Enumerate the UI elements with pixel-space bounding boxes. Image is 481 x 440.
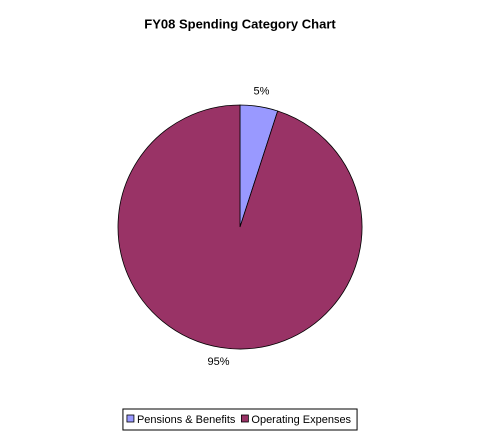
- legend-swatch: [126, 414, 135, 423]
- legend-label: Operating Expenses: [251, 414, 351, 426]
- legend-box: [122, 408, 358, 431]
- value-label: 5%: [253, 86, 269, 98]
- chart-title: FY08 Spending Category Chart: [144, 16, 336, 31]
- value-label: 95%: [208, 356, 230, 368]
- legend-label: Pensions & Benefits: [137, 414, 236, 426]
- pie-slice: [117, 104, 363, 350]
- legend-swatch: [240, 414, 249, 423]
- legend: Pensions & Benefits Operating Expenses: [122, 408, 358, 431]
